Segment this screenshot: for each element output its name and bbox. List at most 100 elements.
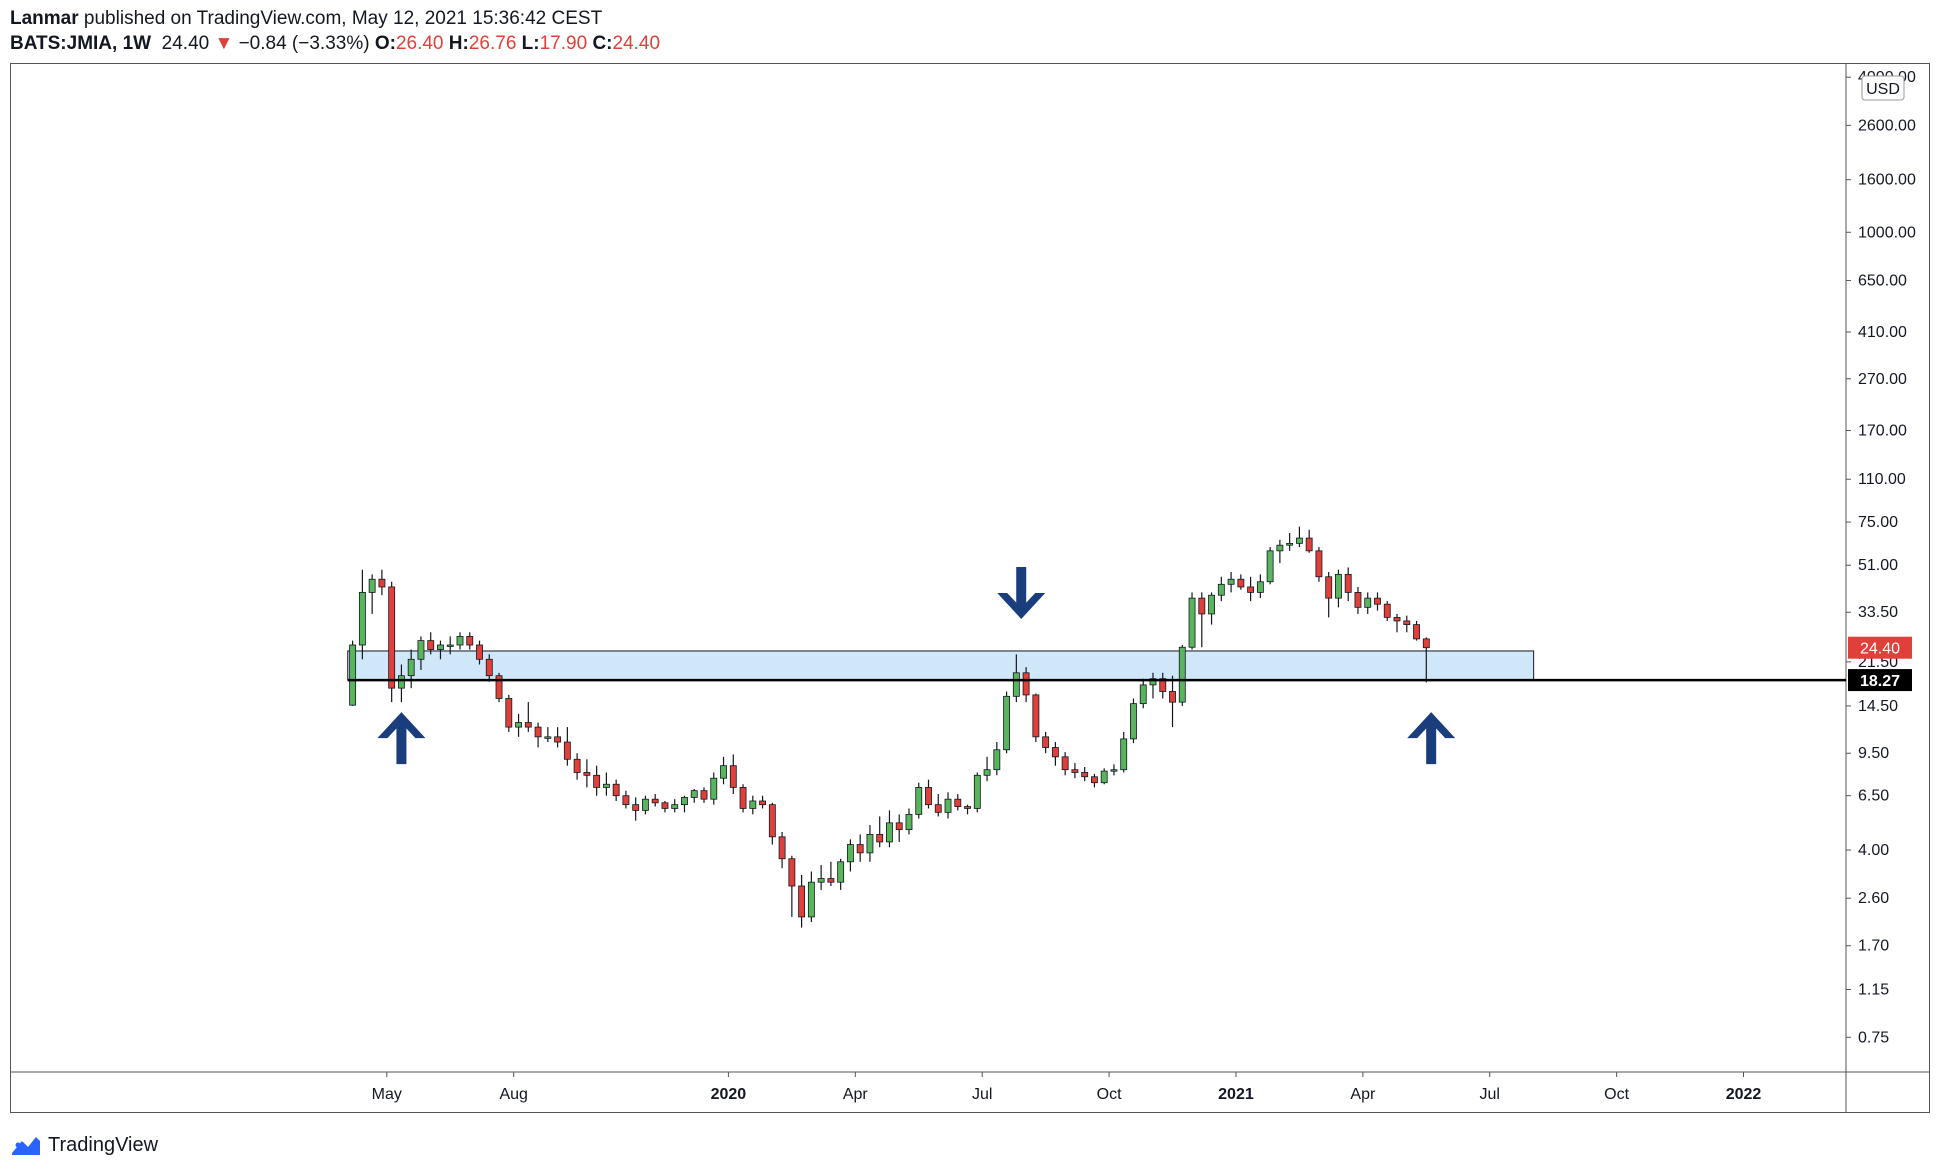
candle-body [563,741,571,760]
candle [1003,691,1011,754]
candle [1305,529,1313,553]
candle [602,772,610,796]
candle-body [1286,542,1294,546]
candle [1149,672,1157,699]
candle [768,802,776,845]
chart-frame[interactable]: 4000.002600.001600.001000.00650.00410.00… [10,63,1930,1113]
candle-body [593,774,601,788]
candle [1325,572,1333,618]
candle [876,816,884,848]
last-price-tag [1848,636,1912,659]
price-chart[interactable]: 4000.002600.001600.001000.00650.00410.00… [11,64,1929,1112]
candle-body [554,736,562,743]
candle [397,664,405,703]
candle-body [1354,592,1362,608]
candle [437,640,444,660]
candle [632,797,640,821]
candle-body [632,804,640,811]
candle [954,793,962,811]
candle-body [1130,703,1137,740]
price-tick-label: 170.00 [1858,423,1907,440]
candle [993,742,1001,776]
candle [612,779,620,801]
candle-body [1032,694,1040,738]
candle-body [446,644,454,647]
candle-body [1344,573,1352,593]
price-tick-label: 6.50 [1858,788,1889,805]
candle-body [759,800,766,806]
candle-body [1120,738,1128,771]
candle-body [1091,776,1098,784]
candle [1374,592,1381,611]
candle [388,581,396,703]
candle [700,787,708,803]
candle [1139,678,1147,709]
price-change: −0.84 (−3.33%) [238,33,370,54]
candle-body [973,774,981,809]
candle [446,636,454,655]
candle [817,864,825,890]
support-price-tag [1848,669,1912,692]
candle-body [690,790,698,798]
candle [1393,613,1401,633]
candle-body [710,777,718,800]
published-text: published on TradingView.com, May 12, 20… [83,8,603,29]
candle-body [1159,678,1167,692]
candle-body [1198,597,1206,615]
candle-body [1256,581,1264,593]
candle [1217,576,1225,602]
candle-body [1071,769,1079,773]
candle [1159,672,1167,699]
time-tick-label: Oct [1097,1086,1122,1103]
tradingview-logo-icon [12,1137,40,1155]
time-tick-label: Aug [499,1086,527,1103]
candle [1051,742,1059,766]
candle-body [1178,646,1186,703]
time-tick-label: 2020 [711,1086,747,1103]
price-tick-label: 2.60 [1858,890,1889,907]
candle-body [886,822,893,843]
candle [671,799,679,813]
candle [1042,731,1050,754]
candle [1344,567,1352,602]
candle-body [1100,770,1108,784]
candle [349,640,357,706]
candle-body [1217,583,1225,596]
candle-body [456,635,464,646]
candle-body [876,833,884,843]
candle [1315,547,1323,582]
candle-body [642,798,649,811]
candle-body [524,722,532,728]
candle-body [807,881,815,918]
candle [524,702,532,732]
candle [807,871,815,923]
price-tick-label: 0.75 [1858,1029,1889,1046]
footer-brand[interactable]: TradingView [10,1130,158,1160]
candle [866,825,874,862]
candle [515,713,522,737]
candle-body [739,787,747,809]
candle-body [1208,594,1215,615]
publish-line: Lanmar published on TradingView.com, May… [10,6,660,31]
candle [1022,667,1030,703]
candle-body [856,844,864,854]
last-price: 24.40 [161,33,210,54]
candle-body [827,878,835,883]
candle [651,793,659,807]
candle [778,831,786,869]
up-arrow-icon [377,712,426,765]
candle [886,810,893,848]
candle [1081,767,1089,782]
currency-badge: USD [1861,75,1905,101]
candle-body [837,861,845,883]
open-value: 26.40 [395,33,444,54]
candle-body [954,798,962,807]
candle [622,790,630,809]
candle-body [437,644,444,650]
close-value: 24.40 [612,33,661,54]
candle [544,727,552,743]
candle-body [749,800,757,809]
author-name[interactable]: Lanmar [10,8,79,29]
candle-body [1247,586,1255,593]
candle-body [573,758,581,773]
